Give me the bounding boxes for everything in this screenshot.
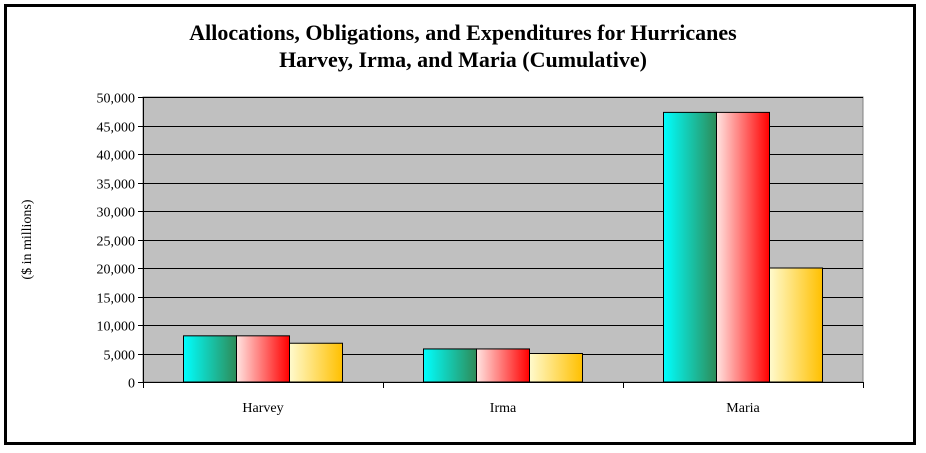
x-tick-label: Irma	[490, 401, 517, 416]
bar-maria-1	[663, 111, 717, 383]
y-tick-label: 15,000	[97, 292, 136, 307]
y-tick-label: 45,000	[97, 121, 136, 136]
bar-maria-3	[769, 267, 823, 383]
bar-irma-1	[423, 348, 477, 383]
chart-title-line-2: Harvey, Irma, and Maria (Cumulative)	[279, 47, 647, 72]
chart-title: Allocations, Obligations, and Expenditur…	[0, 19, 926, 73]
x-axis: Harvey Irma Maria	[143, 382, 864, 416]
x-tick-label: Maria	[726, 401, 760, 416]
x-tick-label: Harvey	[242, 401, 283, 416]
y-tick-label: 40,000	[97, 149, 136, 164]
y-axis: 0 5,000 10,000 15,000 20,000 25,000 30,000 35,0…	[97, 92, 144, 392]
y-tick-label: 20,000	[97, 263, 136, 278]
chart-title-line-1: Allocations, Obligations, and Expenditur…	[189, 20, 737, 45]
y-axis-title: ($ in millions)	[20, 199, 35, 279]
bar-irma-3	[529, 353, 583, 383]
y-tick-label: 25,000	[97, 235, 136, 250]
y-tick-label: 0	[128, 377, 135, 392]
bars	[183, 111, 823, 383]
y-tick-label: 50,000	[97, 92, 136, 107]
y-tick-label: 35,000	[97, 178, 136, 193]
y-tick-label: 5,000	[104, 349, 136, 364]
bar-maria-2	[716, 111, 770, 383]
bar-harvey-1	[183, 335, 237, 383]
bar-harvey-2	[236, 335, 290, 383]
y-tick-label: 30,000	[97, 206, 136, 221]
y-tick-label: 10,000	[97, 320, 136, 335]
bar-irma-2	[476, 348, 530, 383]
bar-harvey-3	[289, 342, 343, 383]
